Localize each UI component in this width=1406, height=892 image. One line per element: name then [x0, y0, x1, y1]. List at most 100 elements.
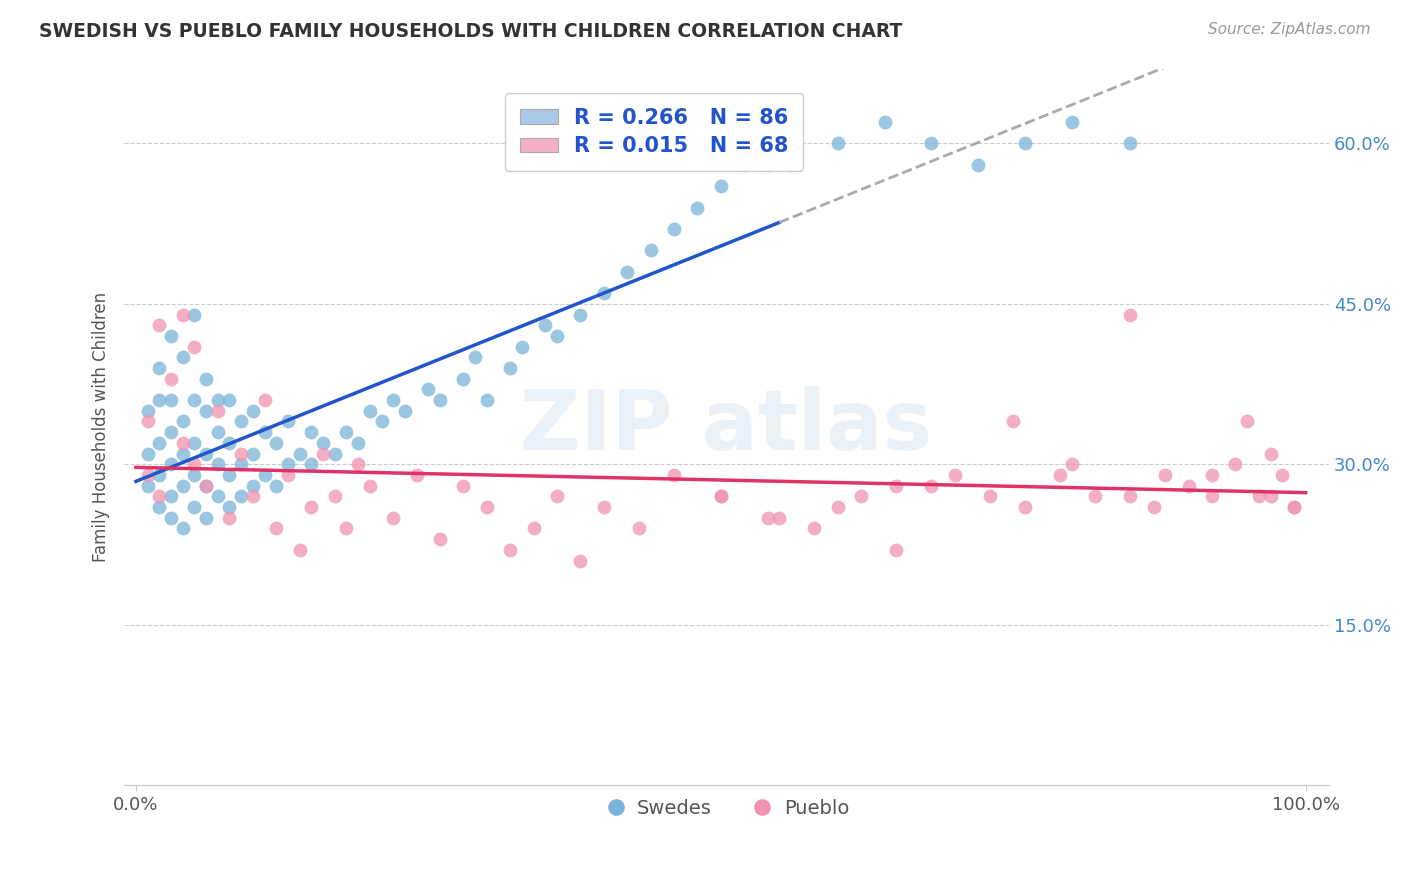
Point — [242, 446, 264, 460]
Point — [429, 532, 451, 546]
Point — [1119, 308, 1142, 322]
Point — [172, 435, 194, 450]
Point — [160, 489, 183, 503]
Text: ZIP atlas: ZIP atlas — [520, 386, 932, 467]
Point — [979, 489, 1001, 503]
Point — [195, 478, 218, 492]
Point — [136, 478, 159, 492]
Legend: Swedes, Pueblo: Swedes, Pueblo — [596, 791, 858, 826]
Point — [148, 489, 170, 503]
Text: Source: ZipAtlas.com: Source: ZipAtlas.com — [1208, 22, 1371, 37]
Point — [148, 435, 170, 450]
Point — [849, 489, 872, 503]
Point — [1142, 500, 1164, 514]
Point — [242, 489, 264, 503]
Point — [160, 393, 183, 408]
Point — [207, 393, 229, 408]
Point — [195, 372, 218, 386]
Point — [160, 425, 183, 439]
Point — [195, 510, 218, 524]
Point — [148, 318, 170, 333]
Point — [1084, 489, 1107, 503]
Point — [218, 500, 240, 514]
Point — [710, 489, 733, 503]
Text: SWEDISH VS PUEBLO FAMILY HOUSEHOLDS WITH CHILDREN CORRELATION CHART: SWEDISH VS PUEBLO FAMILY HOUSEHOLDS WITH… — [39, 22, 903, 41]
Point — [592, 286, 614, 301]
Point — [136, 404, 159, 418]
Point — [756, 510, 779, 524]
Point — [768, 510, 790, 524]
Point — [207, 457, 229, 471]
Point — [382, 510, 405, 524]
Point — [183, 340, 205, 354]
Point — [148, 393, 170, 408]
Point — [382, 393, 405, 408]
Point — [207, 425, 229, 439]
Point — [195, 404, 218, 418]
Point — [803, 521, 825, 535]
Point — [569, 553, 592, 567]
Point — [686, 201, 709, 215]
Point — [1014, 500, 1036, 514]
Point — [277, 457, 299, 471]
Point — [920, 478, 942, 492]
Point — [710, 489, 733, 503]
Point — [288, 446, 311, 460]
Point — [160, 329, 183, 343]
Point — [266, 478, 288, 492]
Point — [1177, 478, 1199, 492]
Point — [323, 489, 346, 503]
Point — [510, 340, 533, 354]
Point — [172, 415, 194, 429]
Point — [592, 500, 614, 514]
Point — [884, 542, 907, 557]
Point — [569, 308, 592, 322]
Point — [733, 158, 755, 172]
Point — [534, 318, 557, 333]
Point — [218, 435, 240, 450]
Point — [920, 136, 942, 151]
Point — [172, 478, 194, 492]
Point — [359, 478, 381, 492]
Point — [1060, 457, 1083, 471]
Point — [546, 329, 568, 343]
Point — [299, 500, 322, 514]
Point — [1119, 136, 1142, 151]
Point — [160, 457, 183, 471]
Point — [148, 361, 170, 376]
Point — [266, 521, 288, 535]
Point — [780, 158, 803, 172]
Point — [207, 489, 229, 503]
Point — [183, 393, 205, 408]
Point — [231, 489, 253, 503]
Point — [183, 435, 205, 450]
Point — [335, 425, 357, 439]
Point — [172, 351, 194, 365]
Point — [323, 446, 346, 460]
Point — [253, 425, 276, 439]
Point — [662, 222, 685, 236]
Point — [242, 404, 264, 418]
Point — [499, 542, 522, 557]
Point — [827, 136, 849, 151]
Point — [136, 467, 159, 482]
Point — [277, 415, 299, 429]
Point — [253, 467, 276, 482]
Point — [183, 500, 205, 514]
Point — [1060, 115, 1083, 129]
Point — [1282, 500, 1305, 514]
Point — [394, 404, 416, 418]
Point — [312, 446, 335, 460]
Point — [943, 467, 966, 482]
Point — [1201, 467, 1223, 482]
Point — [1236, 415, 1258, 429]
Point — [710, 179, 733, 194]
Point — [627, 521, 650, 535]
Point — [370, 415, 392, 429]
Point — [231, 457, 253, 471]
Point — [183, 457, 205, 471]
Point — [231, 446, 253, 460]
Point — [1154, 467, 1177, 482]
Point — [1049, 467, 1071, 482]
Point — [756, 158, 779, 172]
